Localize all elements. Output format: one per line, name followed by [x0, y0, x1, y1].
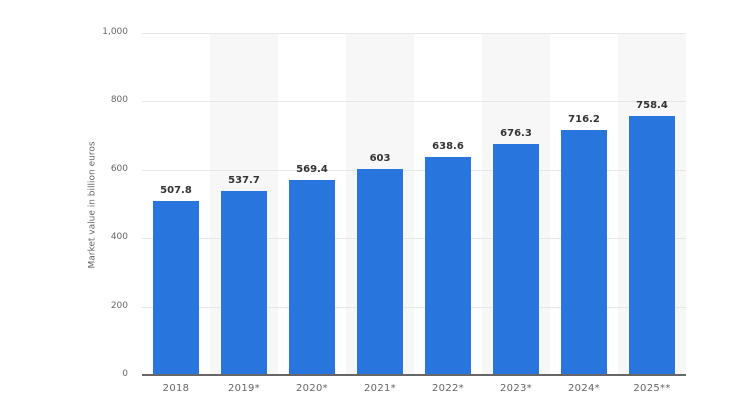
bar-2021	[357, 168, 403, 375]
x-tick-label: 2019*	[228, 383, 260, 394]
x-tick-label: 2018	[162, 383, 190, 394]
x-tick-label: 2023*	[500, 383, 532, 394]
bar-2023	[493, 143, 539, 375]
gridline	[142, 33, 686, 34]
y-axis-title: Market value in billion euros	[87, 141, 98, 269]
y-tick-label: 200	[110, 301, 128, 311]
value-label: 537.7	[228, 175, 260, 187]
x-tick-label: 2021*	[364, 383, 396, 394]
value-label: 676.3	[500, 127, 532, 139]
bar-2019	[221, 191, 267, 375]
x-axis-line	[142, 374, 686, 376]
value-label: 603	[369, 152, 391, 164]
gridline	[142, 170, 686, 171]
gridline	[142, 101, 686, 102]
value-label: 507.8	[160, 185, 192, 197]
value-label: 569.4	[296, 164, 328, 176]
x-tick-label: 2025**	[633, 383, 671, 394]
bar-2025	[629, 115, 675, 375]
value-label: 638.6	[432, 140, 464, 152]
y-tick-label: 400	[110, 232, 128, 242]
x-tick-label: 2022*	[432, 383, 464, 394]
y-tick-label: 0	[122, 369, 128, 379]
y-tick-label: 600	[110, 164, 128, 174]
bar-2022	[425, 156, 471, 375]
bar-2020	[289, 180, 335, 375]
y-tick-label: 800	[110, 95, 128, 105]
gridline	[142, 307, 686, 308]
gridline	[142, 238, 686, 239]
y-tick-label: 1,000	[102, 27, 128, 37]
x-tick-label: 2024*	[568, 383, 600, 394]
x-tick-label: 2020*	[296, 383, 328, 394]
bar-2018	[153, 201, 199, 375]
value-label: 716.2	[568, 114, 600, 126]
bar-2024	[561, 130, 607, 375]
value-label: 758.4	[636, 99, 668, 111]
